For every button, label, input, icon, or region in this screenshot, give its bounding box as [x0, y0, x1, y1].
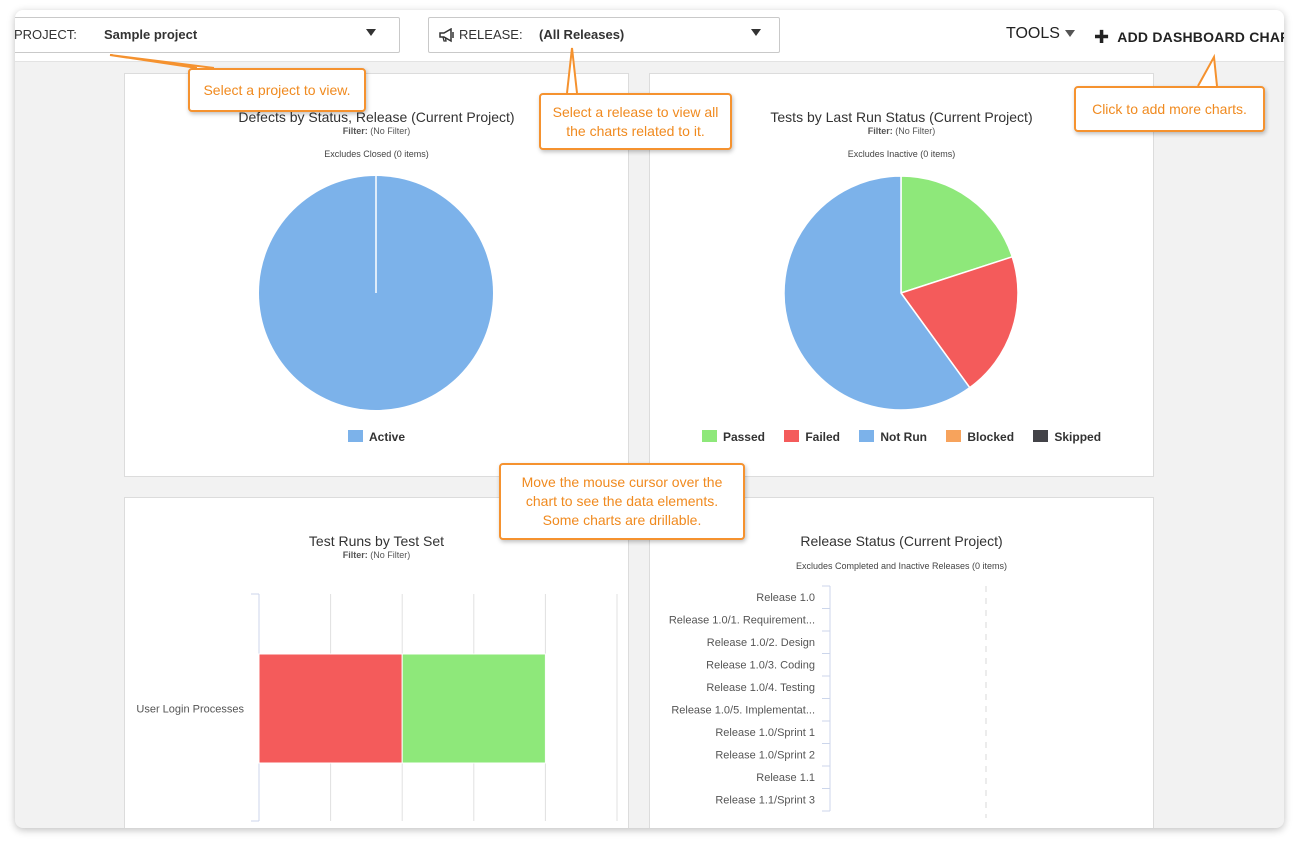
filter-label: Filter: [867, 126, 893, 136]
chart-title: Release Status (Current Project) [800, 533, 1003, 549]
y-category-label: Release 1.0 [756, 592, 815, 604]
chart-excludes-note: Excludes Closed (0 items) [324, 149, 429, 159]
chart-legend: Active [125, 430, 628, 444]
chevron-down-icon [366, 29, 376, 36]
legend-label: Skipped [1054, 430, 1102, 444]
defects-pie-chart[interactable] [125, 74, 630, 478]
caret-down-icon [1064, 30, 1075, 38]
y-category-label: Release 1.1 [756, 772, 815, 784]
pie-slice-not-run[interactable] [783, 175, 971, 411]
y-category-label: Release 1.0/4. Testing [706, 682, 815, 694]
filter-value: (No Filter) [895, 126, 936, 136]
filter-label: Filter: [342, 550, 368, 560]
project-value: Sample project [104, 27, 198, 42]
legend-item-passed[interactable]: Passed [701, 430, 765, 444]
legend-item-failed[interactable]: Failed [784, 430, 840, 444]
chart-filter: Filter: (No Filter) [650, 126, 1153, 136]
legend-item-skipped[interactable]: Skipped [1033, 430, 1101, 444]
project-label: PROJECT: [15, 27, 77, 42]
y-category-label: Release 1.0/2. Design [707, 637, 815, 649]
pie-slice-failed[interactable] [899, 255, 1019, 389]
y-category-label: User Login Processes [136, 704, 244, 716]
chart-excludes-note: Excludes Inactive (0 items) [847, 149, 956, 159]
legend-item-not-run[interactable]: Not Run [859, 430, 927, 444]
legend-swatch [946, 430, 962, 442]
legend-label: Active [368, 430, 406, 444]
legend-item-active[interactable]: Active [347, 430, 406, 444]
toolbar: PROJECT: Sample project RELEASE: (All Re… [15, 10, 1284, 62]
legend-label: Passed [722, 430, 765, 444]
chart-title: Tests by Last Run Status (Current Projec… [770, 109, 1033, 125]
legend-swatch [784, 430, 800, 442]
megaphone-icon [439, 28, 454, 43]
chart-excludes-note: Excludes Completed and Inactive Releases… [795, 561, 1008, 571]
chart-filter: Filter: (No Filter) [125, 126, 628, 136]
y-category-label: Release 1.0/3. Coding [706, 660, 815, 672]
tools-label: TOOLS [1006, 25, 1060, 42]
bar-segment-2[interactable] [401, 653, 546, 764]
legend-swatch [347, 430, 363, 442]
filter-value: (No Filter) [370, 550, 411, 560]
callout-add-charts: Click to add more charts. [1074, 86, 1265, 132]
callout-release: Select a release to view all the charts … [539, 93, 732, 150]
filter-value: (No Filter) [370, 126, 411, 136]
release-status-chart[interactable]: Release 1.0 Release 1.0/1. Requirement...… [650, 498, 1155, 828]
legend-label: Not Run [880, 430, 927, 444]
y-category-label: Release 1.0/Sprint 1 [715, 727, 815, 739]
legend-swatch [1033, 430, 1049, 442]
tests-pie-chart[interactable] [650, 74, 1155, 478]
add-dashboard-chart-button[interactable]: ✚ ADD DASHBOARD CHAR [1094, 27, 1284, 48]
legend-label: Blocked [967, 430, 1015, 444]
y-category-label: Release 1.1/Sprint 3 [715, 795, 815, 807]
chart-filter: Filter: (No Filter) [125, 550, 628, 560]
release-value: (All Releases) [539, 27, 625, 42]
tools-menu[interactable]: TOOLS [1006, 25, 1075, 43]
legend-item-blocked[interactable]: Blocked [946, 430, 1014, 444]
bar-segment-1[interactable] [258, 653, 403, 764]
callout-project: Select a project to view. [188, 68, 366, 112]
chart-legend: Passed Failed Not Run Blocked Skipped [650, 430, 1153, 444]
pie-slice-passed[interactable] [900, 175, 1014, 295]
callout-mouse-hover: Move the mouse cursor over the chart to … [499, 463, 745, 540]
dashboard-window: PROJECT: Sample project RELEASE: (All Re… [15, 10, 1284, 828]
filter-label: Filter: [342, 126, 368, 136]
legend-label: Failed [805, 430, 840, 444]
project-select[interactable]: PROJECT: Sample project [15, 17, 400, 53]
release-select[interactable]: RELEASE: (All Releases) [428, 17, 780, 53]
legend-swatch [859, 430, 875, 442]
y-category-label: Release 1.0/Sprint 2 [715, 750, 815, 762]
y-category-label: Release 1.0/5. Implementat... [671, 705, 815, 717]
chevron-down-icon [751, 29, 761, 36]
y-category-label: Release 1.0/1. Requirement... [669, 615, 815, 627]
chart-title: Defects by Status, Release (Current Proj… [238, 109, 515, 125]
legend-swatch [701, 430, 717, 442]
plus-icon: ✚ [1094, 27, 1110, 47]
release-label: RELEASE: [459, 27, 523, 42]
test-runs-chart-panel: Test Runs by Test Set Filter: (No Filter… [124, 497, 629, 828]
release-status-chart-panel: Release Status (Current Project) Exclude… [649, 497, 1154, 828]
chart-title: Test Runs by Test Set [308, 533, 445, 549]
add-chart-label: ADD DASHBOARD CHAR [1117, 29, 1284, 45]
tests-chart-panel: Tests by Last Run Status (Current Projec… [649, 73, 1154, 477]
